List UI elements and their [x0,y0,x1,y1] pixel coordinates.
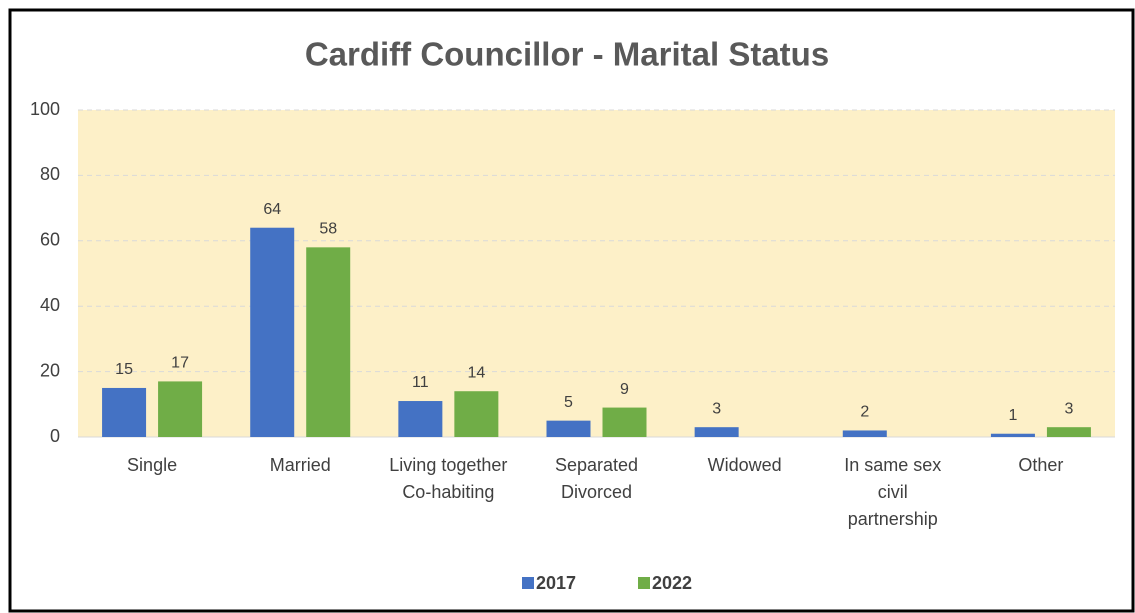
data-label: 64 [263,201,281,218]
data-label: 2 [860,404,869,421]
legend-swatch [638,577,650,589]
y-tick-label: 40 [40,295,60,315]
bar [990,433,1035,437]
y-tick-label: 80 [40,164,60,184]
x-tick-label: In same sex civil partnership [844,455,941,529]
data-label: 5 [564,394,573,411]
bar [842,430,887,437]
x-tick-label: Other [1018,455,1063,475]
x-tick-label: Living together Co-habiting [389,455,507,502]
legend-label: 2022 [652,573,692,593]
bar [398,401,443,437]
bar [102,387,147,437]
bar [454,391,499,437]
x-tick-label: Single [127,455,177,475]
legend-label: 2017 [536,573,576,593]
data-label: 14 [467,364,485,381]
data-label: 3 [712,400,721,417]
legend-swatch [522,577,534,589]
data-label: 1 [1008,407,1017,424]
data-label: 11 [412,374,429,391]
data-label: 17 [171,355,189,372]
bar [1046,427,1091,437]
data-label: 3 [1064,400,1073,417]
bar [602,407,647,437]
chart-title: Cardiff Councillor - Marital Status [305,36,829,73]
data-label: 58 [319,221,337,238]
y-tick-label: 20 [40,360,60,380]
bar [694,427,739,437]
bar [306,247,351,437]
bar [250,227,295,437]
data-label: 15 [115,361,133,378]
bar [158,381,203,437]
y-tick-label: 60 [40,230,60,250]
plot-area [78,110,1115,437]
x-tick-label: Separated Divorced [555,455,638,502]
x-tick-label: Widowed [708,455,782,475]
y-tick-label: 0 [50,426,60,446]
y-tick-label: 100 [30,99,60,119]
bar [546,420,591,437]
x-tick-label: Married [270,455,331,475]
data-label: 9 [620,381,629,398]
